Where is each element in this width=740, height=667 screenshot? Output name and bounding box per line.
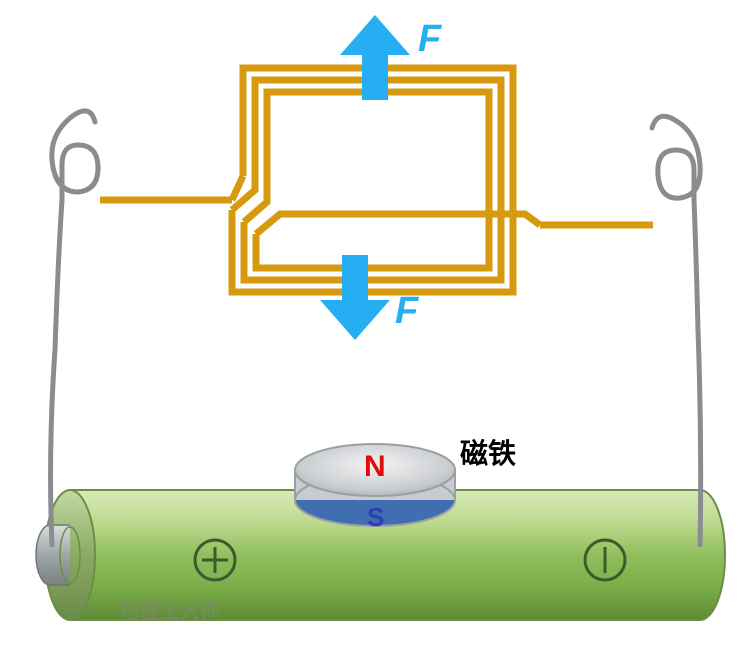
motor-diagram: F F 磁铁 N S 物理王大师 (0, 0, 740, 667)
force-label-bottom: F (395, 290, 418, 333)
watermark: 物理王大师 (120, 595, 220, 624)
diagram-svg (0, 0, 740, 667)
force-label-top: F (418, 18, 441, 61)
magnet-label: 磁铁 (460, 432, 516, 472)
magnet-north-label: N (364, 450, 386, 484)
coil (100, 68, 653, 292)
magnet-south-label: S (367, 502, 384, 533)
arrow-up-icon (340, 15, 410, 100)
